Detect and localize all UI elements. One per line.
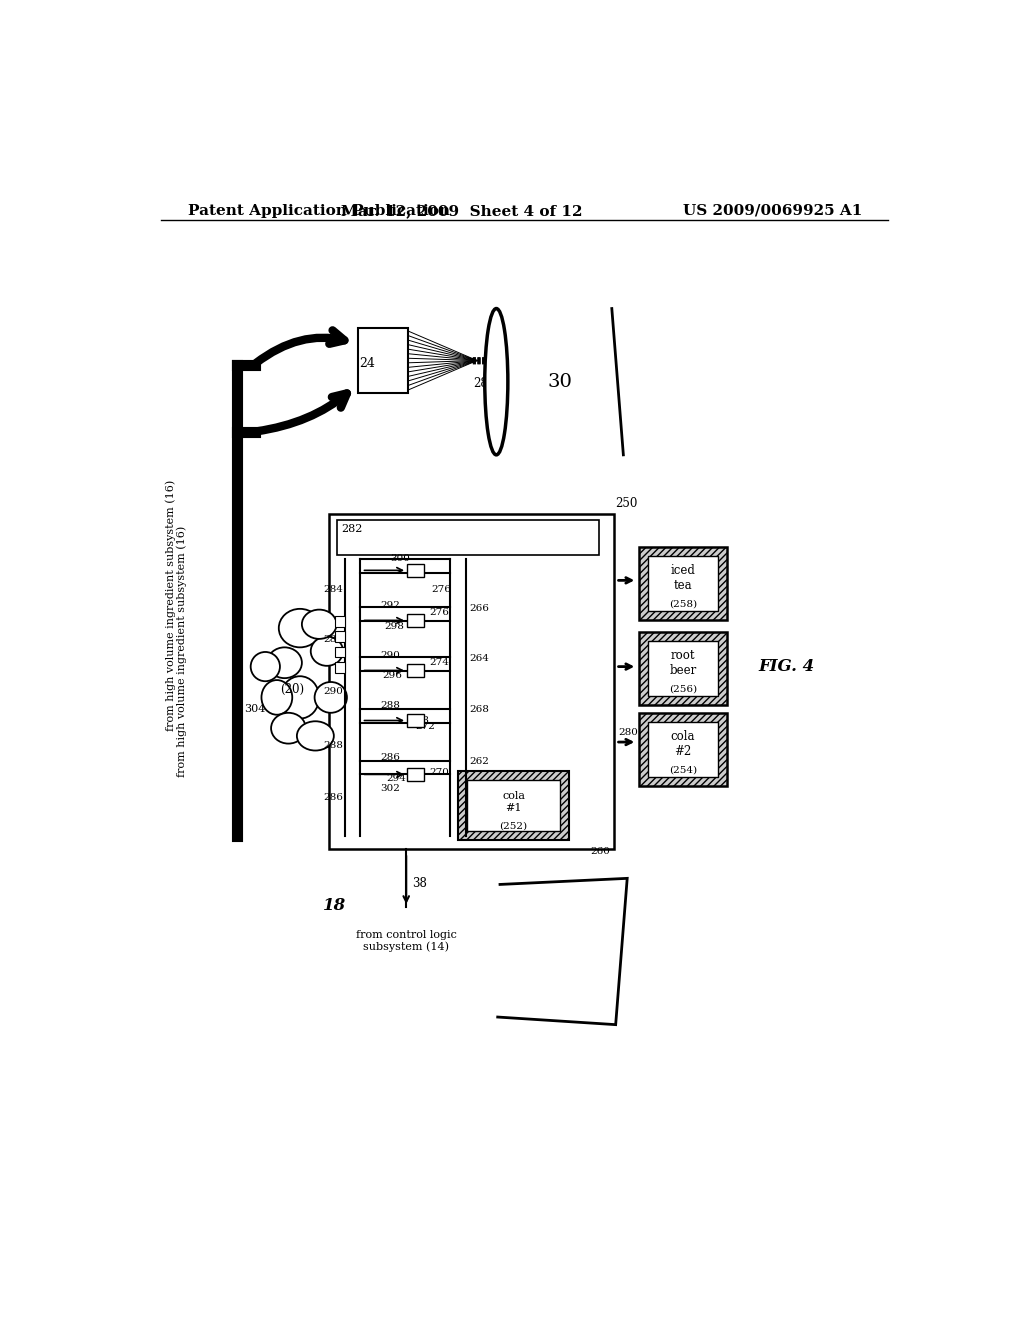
Text: (252): (252) <box>500 821 527 830</box>
Text: 250: 250 <box>615 498 638 511</box>
Text: 280: 280 <box>617 727 638 737</box>
Text: 18: 18 <box>323 896 346 913</box>
FancyArrowPatch shape <box>256 330 344 363</box>
Text: 268: 268 <box>469 705 489 714</box>
Bar <box>639 713 727 785</box>
Text: 288: 288 <box>324 741 343 750</box>
Text: 282: 282 <box>341 524 362 535</box>
Text: 28: 28 <box>473 378 488 391</box>
Bar <box>639 632 727 705</box>
Text: (258): (258) <box>669 599 697 609</box>
Bar <box>407 564 424 577</box>
Text: 276: 276 <box>431 585 451 594</box>
Ellipse shape <box>281 676 319 718</box>
Text: from high volume ingredient subsystem (16): from high volume ingredient subsystem (1… <box>176 525 186 777</box>
Text: 272: 272 <box>416 722 435 731</box>
Text: iced
tea: iced tea <box>671 564 695 591</box>
Text: US 2009/0069925 A1: US 2009/0069925 A1 <box>683 203 862 218</box>
Text: 30: 30 <box>548 372 572 391</box>
Text: 276: 276 <box>429 609 450 618</box>
Text: Mar. 12, 2009  Sheet 4 of 12: Mar. 12, 2009 Sheet 4 of 12 <box>341 203 583 218</box>
Ellipse shape <box>267 647 302 678</box>
Text: 304: 304 <box>244 704 265 714</box>
Text: 288: 288 <box>380 701 400 710</box>
Text: cola
#2: cola #2 <box>671 730 695 758</box>
Text: 294: 294 <box>386 774 407 783</box>
Ellipse shape <box>310 636 343 665</box>
Text: Patent Application Publication: Patent Application Publication <box>188 203 451 218</box>
Text: cola
#1: cola #1 <box>502 791 525 813</box>
Text: 286: 286 <box>380 752 400 762</box>
Text: 290: 290 <box>380 651 400 660</box>
Ellipse shape <box>279 609 322 647</box>
Text: (20): (20) <box>281 684 304 696</box>
Text: 262: 262 <box>469 756 489 766</box>
Bar <box>648 722 718 776</box>
Ellipse shape <box>314 682 347 713</box>
Bar <box>407 768 424 780</box>
Text: 264: 264 <box>469 653 489 663</box>
Text: (254): (254) <box>669 766 697 775</box>
Ellipse shape <box>261 680 292 714</box>
Text: 278: 278 <box>410 715 429 725</box>
Bar <box>336 631 345 642</box>
Bar <box>330 515 614 849</box>
Bar <box>407 614 424 627</box>
Text: 284: 284 <box>324 635 343 644</box>
Text: 266: 266 <box>469 603 489 612</box>
Text: 24: 24 <box>359 358 375 371</box>
Text: 292: 292 <box>380 601 400 610</box>
Text: 296: 296 <box>383 672 402 680</box>
Text: from high volume ingredient subsystem (16): from high volume ingredient subsystem (1… <box>165 479 176 731</box>
Text: 270: 270 <box>429 768 450 777</box>
Bar <box>458 771 569 840</box>
Ellipse shape <box>297 721 334 751</box>
Bar <box>648 557 718 611</box>
Text: 284: 284 <box>324 585 343 594</box>
Text: from control logic
subsystem (14): from control logic subsystem (14) <box>355 929 457 952</box>
Bar <box>336 647 345 657</box>
Bar <box>337 520 599 554</box>
Text: FIG. 4: FIG. 4 <box>758 659 814 675</box>
Text: 260: 260 <box>591 847 610 855</box>
Bar <box>467 780 560 830</box>
Text: 38: 38 <box>413 878 427 890</box>
Ellipse shape <box>251 652 280 681</box>
Bar <box>336 663 345 673</box>
Text: 300: 300 <box>390 554 410 564</box>
Text: root
beer: root beer <box>670 648 696 677</box>
Ellipse shape <box>271 713 306 743</box>
Bar <box>357 327 408 393</box>
Text: 286: 286 <box>324 793 343 803</box>
Bar <box>648 642 718 696</box>
Bar <box>407 714 424 726</box>
Text: 302: 302 <box>380 784 400 793</box>
Bar <box>639 548 727 620</box>
FancyArrowPatch shape <box>256 393 347 432</box>
Bar <box>336 616 345 627</box>
Text: (256): (256) <box>669 685 697 693</box>
Text: 290: 290 <box>324 686 343 696</box>
Ellipse shape <box>484 309 508 455</box>
Text: 274: 274 <box>429 659 450 667</box>
Bar <box>407 664 424 677</box>
Ellipse shape <box>302 610 337 639</box>
Text: 298: 298 <box>384 622 403 631</box>
